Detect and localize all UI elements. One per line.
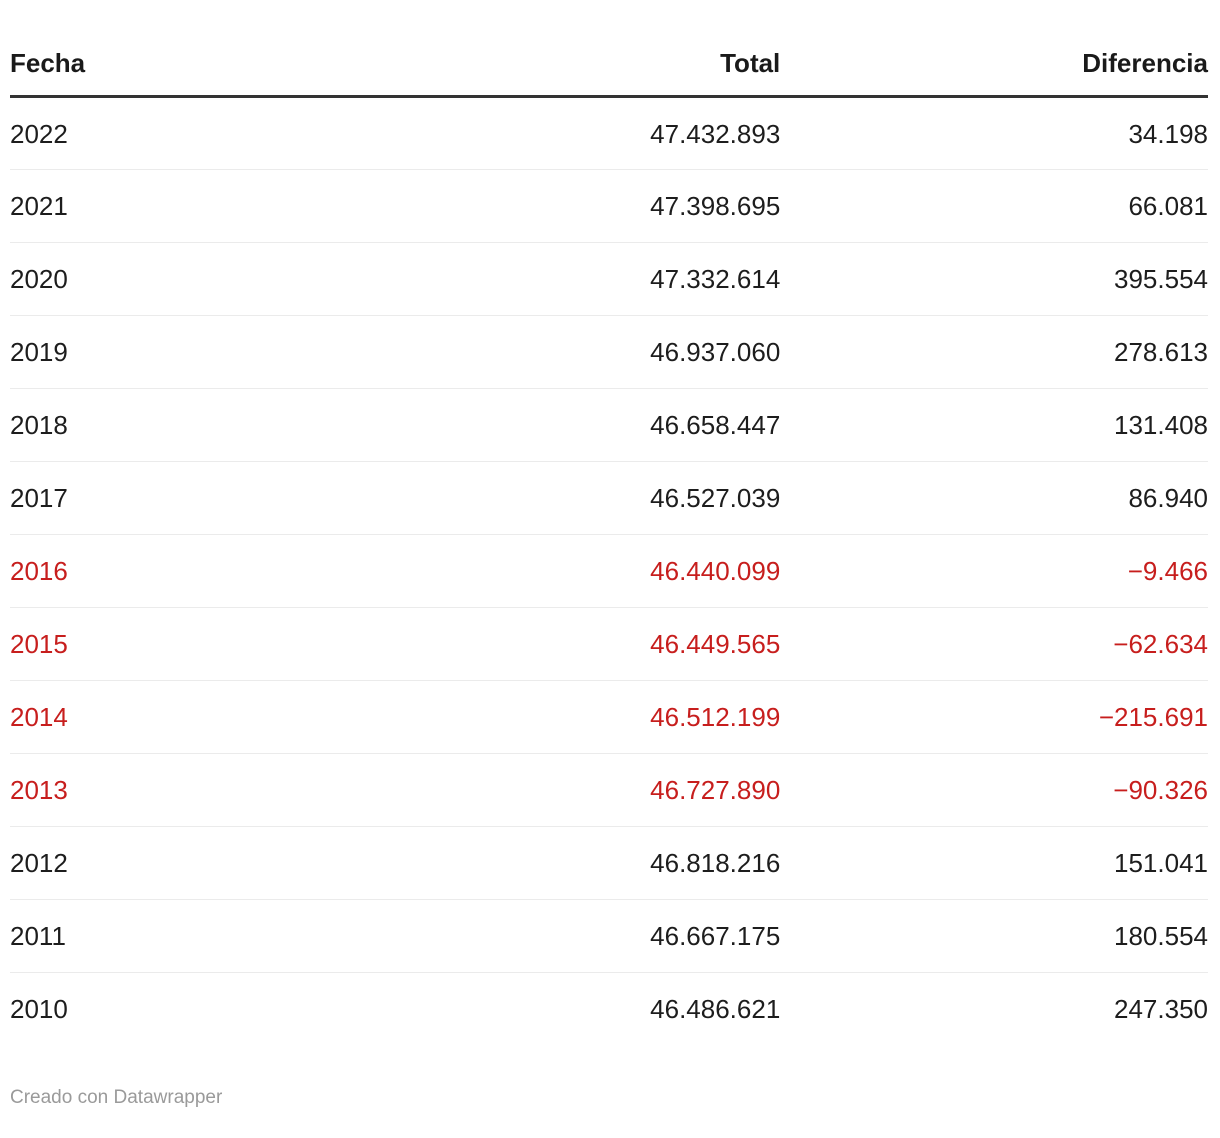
table-row: 2020 47.332.614 395.554 (10, 242, 1208, 316)
cell-fecha: 2022 (10, 96, 490, 170)
cell-total: 46.512.199 (489, 680, 781, 754)
cell-fecha: 2013 (10, 753, 490, 827)
footer: Creado con Datawrapper (10, 1087, 1208, 1109)
table-row: 2010 46.486.621 247.350 (10, 973, 1208, 1046)
cell-fecha: 2017 (10, 461, 490, 535)
cell-fecha: 2019 (10, 315, 490, 389)
cell-diferencia: 66.081 (780, 169, 1208, 243)
table-container: Fecha Total Diferencia 2022 47.432.893 3… (10, 0, 1208, 1109)
cell-fecha: 2012 (10, 826, 490, 900)
cell-total: 46.937.060 (489, 315, 781, 389)
cell-fecha: 2010 (10, 994, 68, 1025)
cell-total: 47.332.614 (489, 242, 781, 316)
table-body: 2022 47.432.893 34.198 2021 47.398.695 6… (10, 96, 1208, 1046)
table-row: 2016 46.440.099 −9.466 (10, 534, 1208, 608)
cell-diferencia: 86.940 (780, 461, 1208, 535)
table-row: 2021 47.398.695 66.081 (10, 169, 1208, 243)
cell-total: 46.486.621 (650, 994, 781, 1025)
datawrapper-attribution-link[interactable]: Creado con Datawrapper (10, 1086, 223, 1108)
column-header-fecha: Fecha (10, 0, 490, 98)
header-row: Fecha Total Diferencia (10, 0, 1208, 98)
table-row: 2018 46.658.447 131.408 (10, 388, 1208, 462)
cell-diferencia: 151.041 (780, 826, 1208, 900)
table-row: 2022 47.432.893 34.198 (10, 96, 1208, 170)
column-header-diferencia: Diferencia (780, 0, 1208, 98)
cell-fecha: 2016 (10, 534, 490, 608)
cell-total: 46.527.039 (489, 461, 781, 535)
cell-fecha: 2020 (10, 242, 490, 316)
cell-diferencia: 247.350 (1114, 994, 1208, 1025)
table-row: 2019 46.937.060 278.613 (10, 315, 1208, 389)
population-table: Fecha Total Diferencia 2022 47.432.893 3… (10, 0, 1208, 1046)
table-row: 2015 46.449.565 −62.634 (10, 607, 1208, 681)
table-row: 2011 46.667.175 180.554 (10, 899, 1208, 973)
cell-fecha: 2015 (10, 607, 490, 681)
table-row: 2012 46.818.216 151.041 (10, 826, 1208, 900)
cell-diferencia: 395.554 (780, 242, 1208, 316)
cell-diferencia: 180.554 (780, 899, 1208, 973)
cell-diferencia: 34.198 (780, 96, 1208, 170)
table-row: 2013 46.727.890 −90.326 (10, 753, 1208, 827)
cell-fecha: 2018 (10, 388, 490, 462)
cell-diferencia: −215.691 (780, 680, 1208, 754)
table-header: Fecha Total Diferencia (10, 0, 1208, 98)
cell-fecha: 2014 (10, 680, 490, 754)
cell-total: 46.449.565 (489, 607, 781, 681)
cell-total: 46.667.175 (489, 899, 781, 973)
column-header-total: Total (489, 0, 781, 98)
cell-diferencia: 131.408 (780, 388, 1208, 462)
cell-fecha: 2021 (10, 169, 490, 243)
table-row: 2017 46.527.039 86.940 (10, 461, 1208, 535)
cell-fecha: 2011 (10, 899, 490, 973)
cell-total: 46.727.890 (489, 753, 781, 827)
cell-total: 46.818.216 (489, 826, 781, 900)
cell-diferencia: −62.634 (780, 607, 1208, 681)
cell-total: 47.432.893 (489, 96, 781, 170)
cell-diferencia: −9.466 (780, 534, 1208, 608)
table-row: 2014 46.512.199 −215.691 (10, 680, 1208, 754)
cell-total: 46.658.447 (489, 388, 781, 462)
cell-diferencia: 278.613 (780, 315, 1208, 389)
cell-diferencia: −90.326 (780, 753, 1208, 827)
cell-total: 46.440.099 (489, 534, 781, 608)
cell-total: 47.398.695 (489, 169, 781, 243)
